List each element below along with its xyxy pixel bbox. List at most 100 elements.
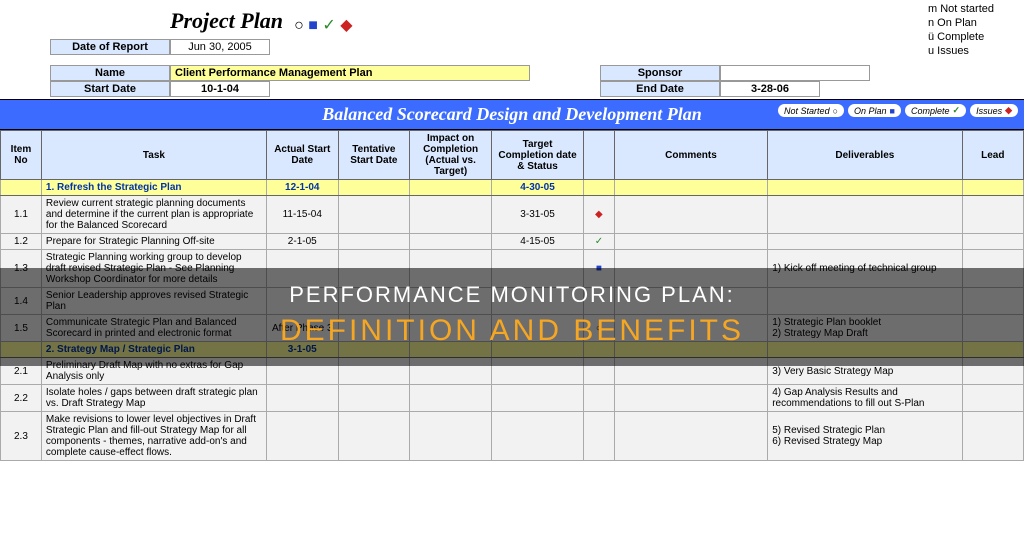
cell[interactable]: 1) Kick off meeting of technical group: [768, 250, 962, 288]
cell[interactable]: 3-1-05: [266, 342, 338, 358]
cell[interactable]: 5) Revised Strategic Plan 6) Revised Str…: [768, 412, 962, 461]
cell[interactable]: [584, 288, 615, 315]
cell[interactable]: [338, 385, 410, 412]
cell[interactable]: 2.2: [1, 385, 42, 412]
cell[interactable]: 1) Strategic Plan booklet 2) Strategy Ma…: [768, 315, 962, 342]
cell[interactable]: 11-15-04: [266, 196, 338, 234]
cell[interactable]: [584, 342, 615, 358]
cell[interactable]: [338, 288, 410, 315]
cell[interactable]: [338, 315, 410, 342]
name-value[interactable]: Client Performance Management Plan: [170, 65, 530, 81]
cell[interactable]: [410, 250, 492, 288]
cell[interactable]: [338, 234, 410, 250]
table-row[interactable]: 2.1Preliminary Draft Map with no extras …: [1, 358, 1024, 385]
cell[interactable]: [266, 288, 338, 315]
cell[interactable]: [768, 196, 962, 234]
cell[interactable]: 2. Strategy Map / Strategic Plan: [41, 342, 266, 358]
cell[interactable]: [962, 250, 1023, 288]
cell[interactable]: [962, 342, 1023, 358]
table-row[interactable]: 2.2Isolate holes / gaps between draft st…: [1, 385, 1024, 412]
cell[interactable]: [962, 288, 1023, 315]
cell[interactable]: [338, 180, 410, 196]
cell[interactable]: [410, 288, 492, 315]
sponsor-value[interactable]: [720, 65, 870, 81]
cell[interactable]: [1, 342, 42, 358]
table-row[interactable]: 2.3Make revisions to lower level objecti…: [1, 412, 1024, 461]
cell[interactable]: [492, 358, 584, 385]
cell[interactable]: 2.3: [1, 412, 42, 461]
cell[interactable]: [584, 315, 615, 342]
cell[interactable]: [410, 342, 492, 358]
cell[interactable]: [614, 180, 767, 196]
cell[interactable]: [338, 250, 410, 288]
cell[interactable]: [492, 342, 584, 358]
cell[interactable]: [266, 358, 338, 385]
cell[interactable]: 3-31-05: [492, 196, 584, 234]
cell[interactable]: [410, 234, 492, 250]
cell[interactable]: [584, 385, 615, 412]
cell[interactable]: [266, 250, 338, 288]
cell[interactable]: [410, 180, 492, 196]
cell[interactable]: [584, 412, 615, 461]
cell[interactable]: [584, 250, 615, 288]
cell[interactable]: 1.4: [1, 288, 42, 315]
cell[interactable]: [584, 180, 615, 196]
cell[interactable]: 4) Gap Analysis Results and recommendati…: [768, 385, 962, 412]
cell[interactable]: [614, 358, 767, 385]
cell[interactable]: [962, 196, 1023, 234]
cell[interactable]: [614, 385, 767, 412]
cell[interactable]: [962, 234, 1023, 250]
cell[interactable]: Make revisions to lower level objectives…: [41, 412, 266, 461]
cell[interactable]: [962, 358, 1023, 385]
cell[interactable]: [614, 234, 767, 250]
cell[interactable]: [768, 342, 962, 358]
cell[interactable]: 1.5: [1, 315, 42, 342]
cell[interactable]: [614, 412, 767, 461]
table-row[interactable]: 1.2Prepare for Strategic Planning Off-si…: [1, 234, 1024, 250]
cell[interactable]: [410, 196, 492, 234]
cell[interactable]: 1.3: [1, 250, 42, 288]
cell[interactable]: [338, 342, 410, 358]
cell[interactable]: [962, 385, 1023, 412]
cell[interactable]: [768, 180, 962, 196]
cell[interactable]: Isolate holes / gaps between draft strat…: [41, 385, 266, 412]
cell[interactable]: 4-15-05: [492, 234, 584, 250]
cell[interactable]: Review current strategic planning docume…: [41, 196, 266, 234]
cell[interactable]: [1, 180, 42, 196]
cell[interactable]: [338, 412, 410, 461]
end-date-value[interactable]: 3-28-06: [720, 81, 820, 97]
cell[interactable]: Preliminary Draft Map with no extras for…: [41, 358, 266, 385]
cell[interactable]: [492, 288, 584, 315]
cell[interactable]: [614, 342, 767, 358]
cell[interactable]: [584, 358, 615, 385]
cell[interactable]: 3) Very Basic Strategy Map: [768, 358, 962, 385]
table-row[interactable]: 2. Strategy Map / Strategic Plan3-1-05: [1, 342, 1024, 358]
cell[interactable]: [492, 250, 584, 288]
cell[interactable]: [492, 315, 584, 342]
table-row[interactable]: 1.1Review current strategic planning doc…: [1, 196, 1024, 234]
cell[interactable]: [266, 385, 338, 412]
cell[interactable]: 1.2: [1, 234, 42, 250]
cell[interactable]: 4-30-05: [492, 180, 584, 196]
cell[interactable]: [614, 288, 767, 315]
cell[interactable]: 1. Refresh the Strategic Plan: [41, 180, 266, 196]
cell[interactable]: [584, 196, 615, 234]
cell[interactable]: [768, 234, 962, 250]
cell[interactable]: [410, 385, 492, 412]
cell[interactable]: [614, 250, 767, 288]
cell[interactable]: 2-1-05: [266, 234, 338, 250]
cell[interactable]: [410, 315, 492, 342]
cell[interactable]: [266, 412, 338, 461]
cell[interactable]: 12-1-04: [266, 180, 338, 196]
cell[interactable]: [338, 196, 410, 234]
cell[interactable]: [584, 234, 615, 250]
cell[interactable]: [410, 358, 492, 385]
cell[interactable]: [492, 385, 584, 412]
start-date-value[interactable]: 10-1-04: [170, 81, 270, 97]
cell[interactable]: [614, 315, 767, 342]
date-of-report-value[interactable]: Jun 30, 2005: [170, 39, 270, 55]
cell[interactable]: [492, 412, 584, 461]
cell[interactable]: After Phase 3: [266, 315, 338, 342]
cell[interactable]: [962, 412, 1023, 461]
cell[interactable]: [768, 288, 962, 315]
